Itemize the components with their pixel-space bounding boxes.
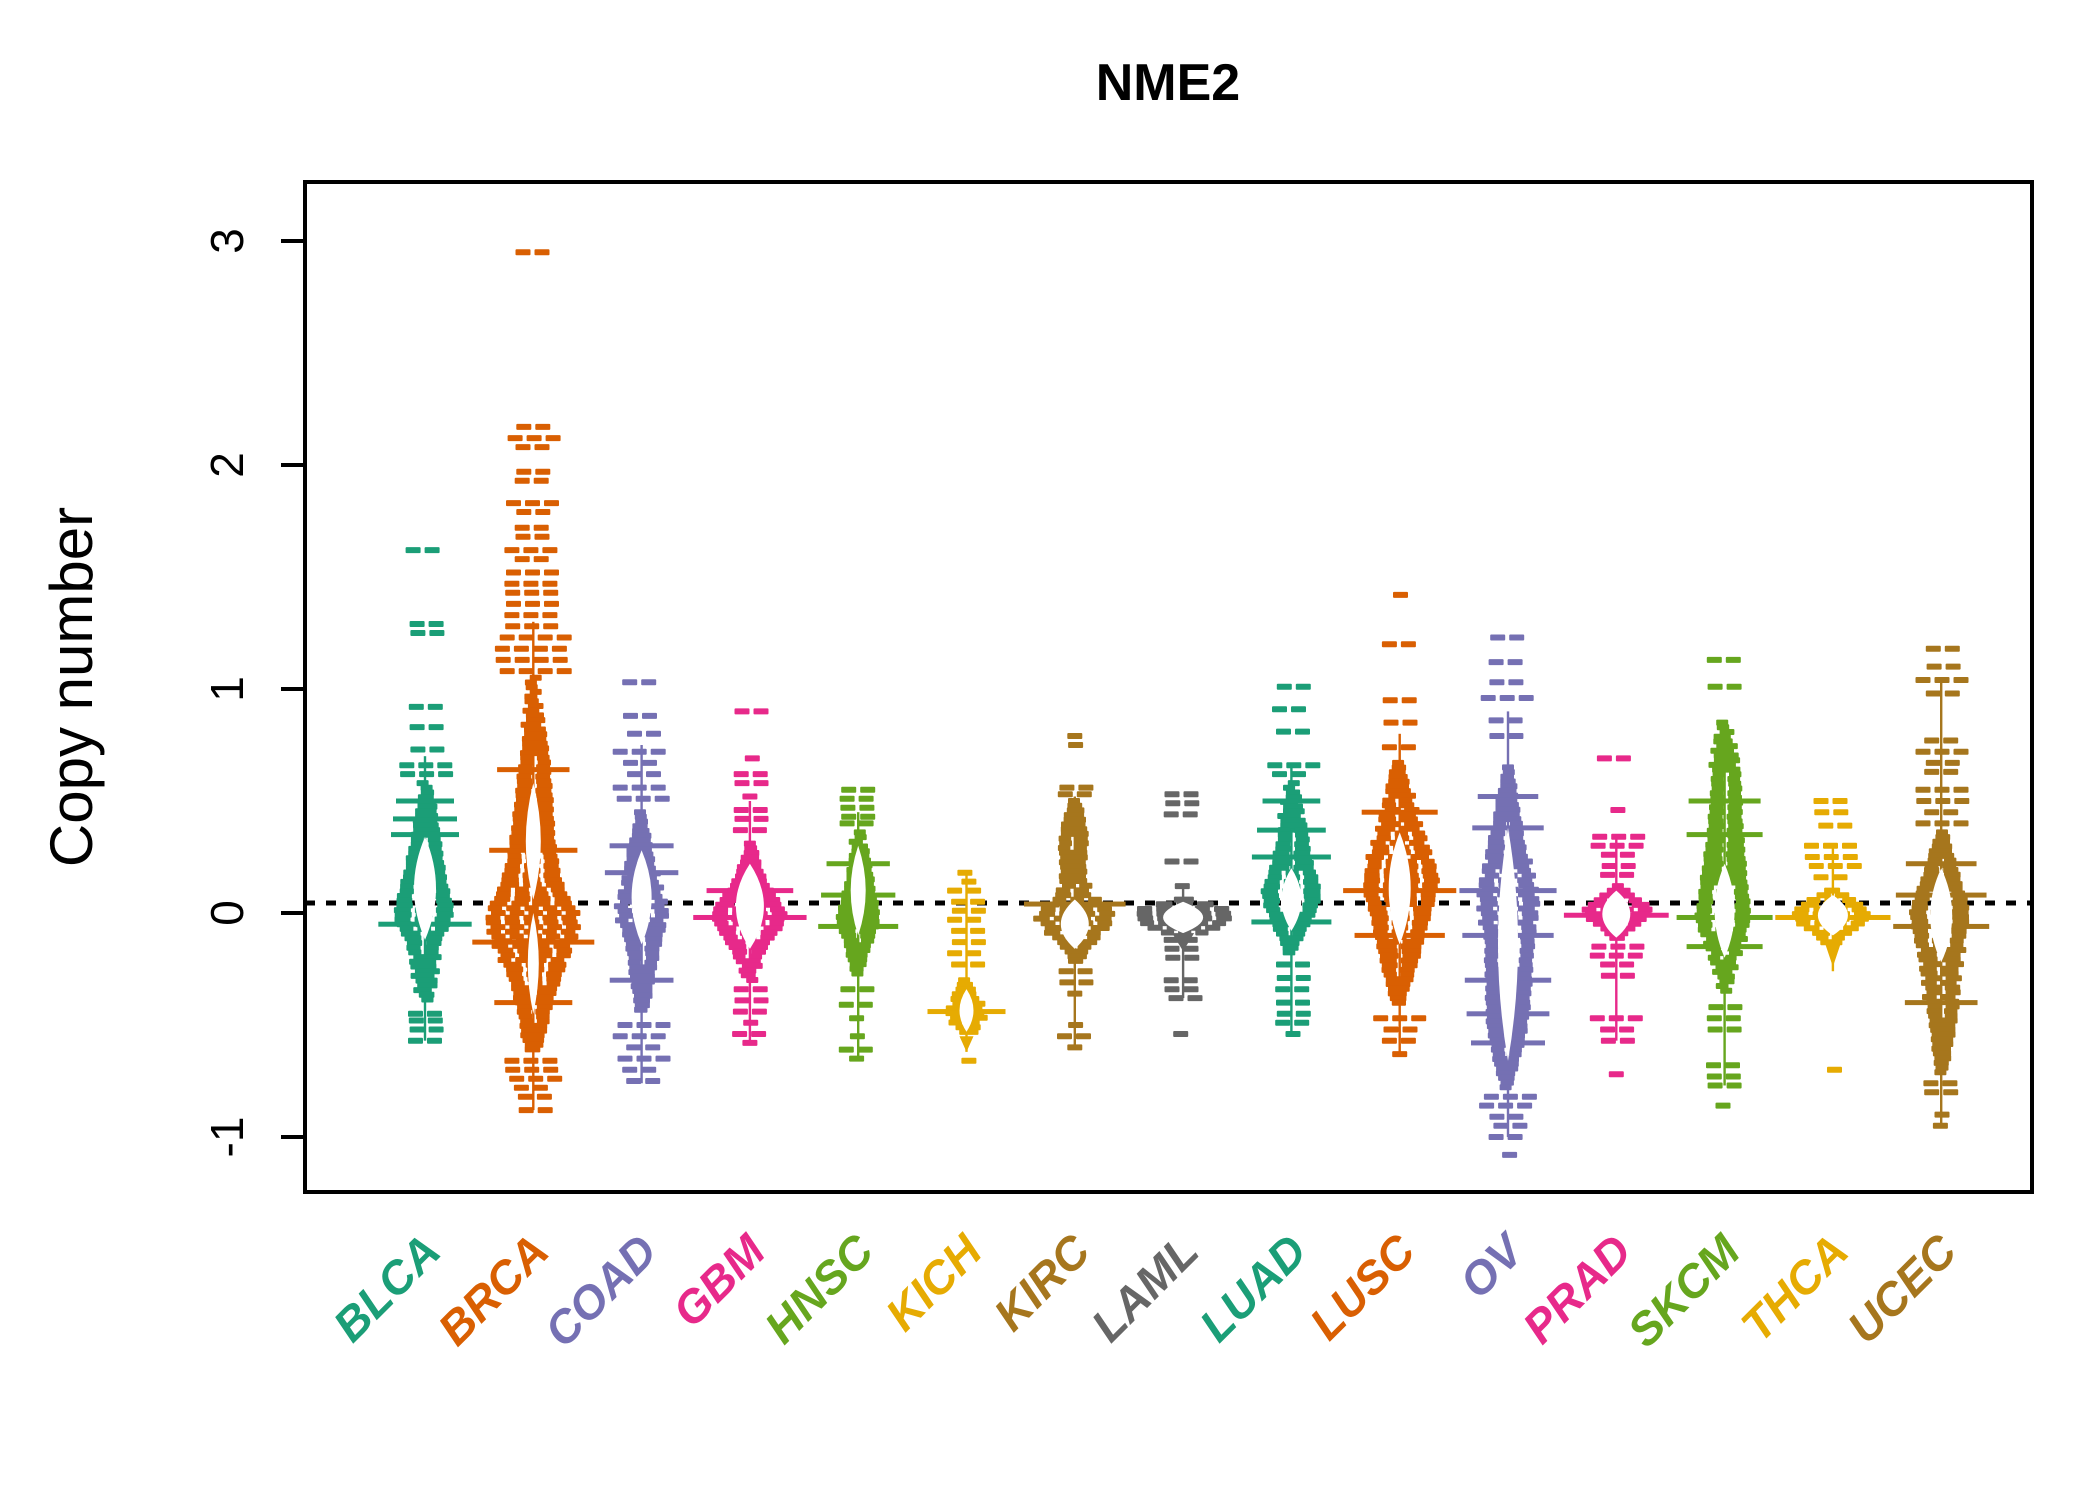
violin-LUAD xyxy=(1251,683,1332,1037)
y-axis: 3 2 1 0 -1 xyxy=(201,228,305,1157)
violins-group xyxy=(378,249,1990,1158)
violin-LUSC xyxy=(1343,591,1457,1058)
violin-OV xyxy=(1459,634,1557,1158)
violin-HNSC xyxy=(818,786,899,1062)
y-tick-label-2: 2 xyxy=(201,452,253,478)
violin-LAML xyxy=(1136,791,1232,1037)
violin-BRCA xyxy=(472,249,595,1114)
violin-COAD xyxy=(604,679,679,1084)
violin-KICH xyxy=(927,869,1006,1064)
y-tick-label--1: -1 xyxy=(201,1117,253,1158)
y-axis-title: Copy number xyxy=(38,507,105,867)
y-tick-label-1: 1 xyxy=(201,676,253,702)
violin-KIRC xyxy=(1024,733,1126,1051)
violin-GBM xyxy=(693,708,807,1046)
plot-frame xyxy=(303,180,2034,1194)
violin-PRAD xyxy=(1563,755,1669,1078)
violin-SKCM xyxy=(1676,656,1773,1109)
chart-title: NME2 xyxy=(1096,54,1240,112)
y-tick-label-0: 0 xyxy=(201,900,253,926)
violin-UCEC xyxy=(1893,645,1990,1129)
violin-THCA xyxy=(1775,798,1891,1073)
violin-BLCA xyxy=(378,547,472,1044)
y-tick-label-3: 3 xyxy=(201,228,253,254)
